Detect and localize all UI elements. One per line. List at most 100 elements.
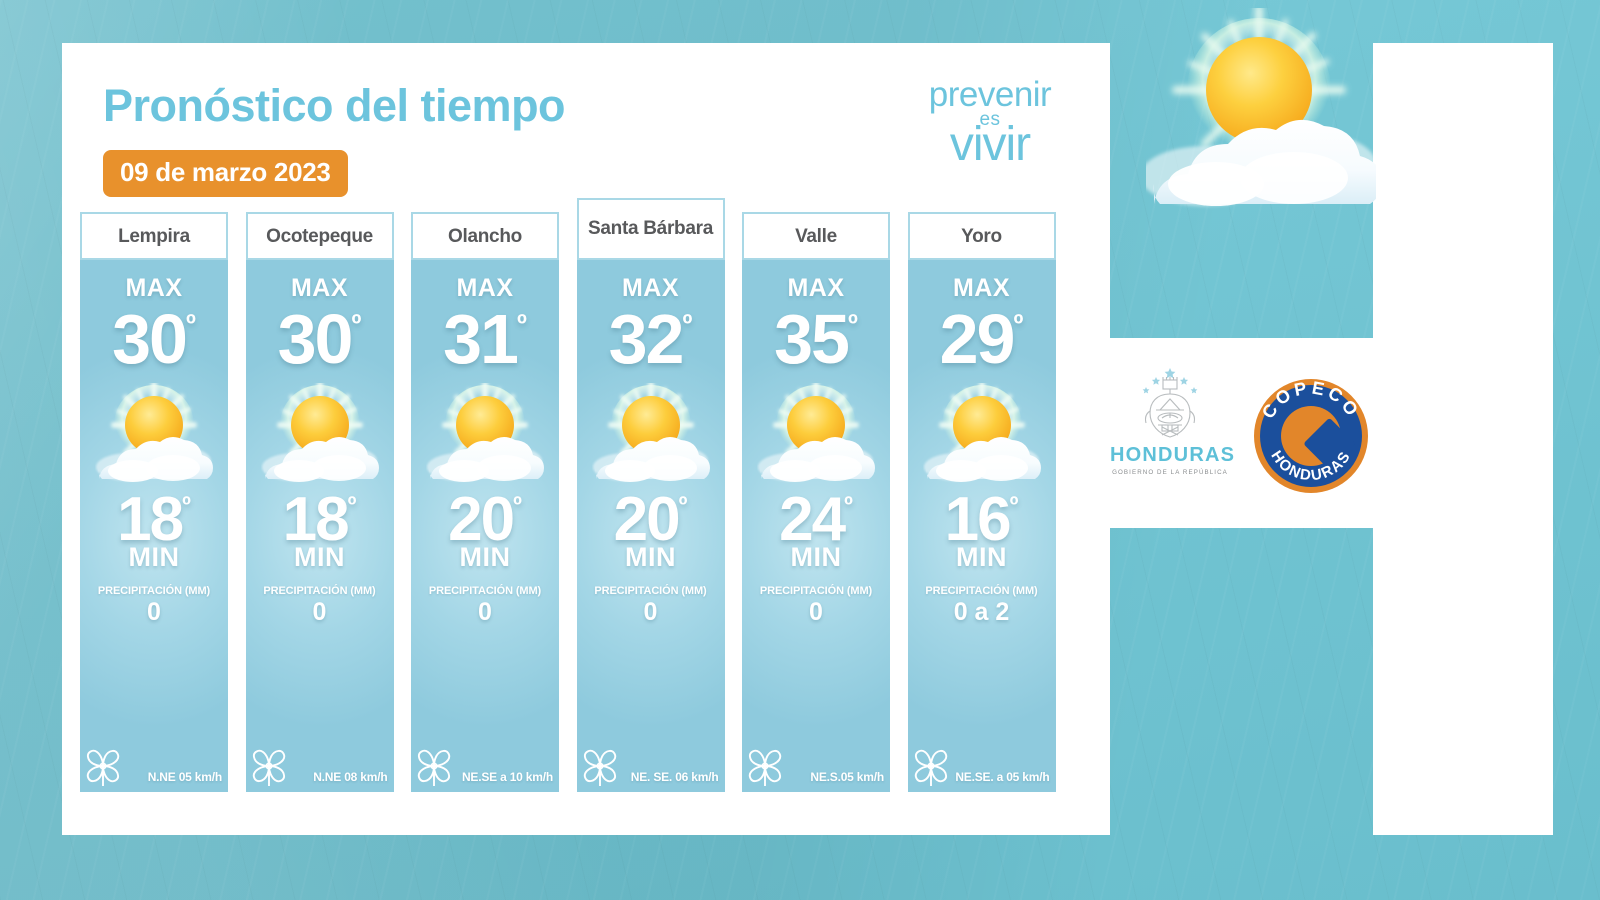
min-label: MIN: [790, 541, 842, 572]
city-name: Santa Bárbara: [588, 217, 713, 239]
min-temperature-row: 20 º: [613, 484, 688, 554]
max-label: MAX: [787, 274, 845, 302]
max-label: MAX: [290, 274, 349, 302]
max-label: MAX: [125, 274, 183, 302]
min-temperature-block: 18 º MIN: [117, 487, 191, 573]
min-temperature-value: 24: [779, 484, 846, 554]
pinwheel-wind-icon: [252, 749, 285, 786]
pinwheel-wind-icon: [417, 749, 451, 786]
max-temperature-row: 30 º: [278, 304, 362, 374]
precipitation-value: 0: [312, 597, 327, 626]
wind-value: NE.SE. a 05 km/h: [955, 770, 1050, 784]
precipitation-value: 0 a 2: [953, 597, 1010, 626]
precipitation-value: 0: [643, 597, 658, 626]
page-title: Pronóstico del tiempo: [103, 80, 566, 131]
degree-symbol: º: [186, 309, 196, 339]
precipitation-label: PRECIPITACIÓN (MM): [97, 584, 211, 597]
precipitation-label: PRECIPITACIÓN (MM): [925, 584, 1038, 597]
min-temperature-row: 16 º: [944, 484, 1019, 554]
min-label: MIN: [955, 541, 1007, 572]
degree-symbol: º: [682, 309, 693, 339]
max-temperature-value: 32: [608, 300, 685, 378]
sun-behind-cloud-icon: [758, 382, 875, 482]
max-temperature-value: 29: [939, 300, 1016, 378]
degree-symbol: º: [1013, 309, 1024, 339]
max-temperature-row: 35 º: [774, 304, 858, 374]
precipitation-label: PRECIPITACIÓN (MM): [759, 584, 873, 597]
min-temperature-block: 20 º MIN: [448, 487, 522, 573]
city-name: Olancho: [448, 225, 522, 247]
wind-value: NE.SE a 10 km/h: [461, 770, 553, 784]
forecast-card: Lempira MAX 30 º: [80, 212, 228, 792]
wind-value: N.NE 08 km/h: [313, 770, 388, 784]
min-temperature-block: 18 º MIN: [283, 487, 357, 573]
degree-symbol: º: [848, 309, 858, 339]
precipitation-label: PRECIPITACIÓN (MM): [428, 584, 542, 597]
min-temperature-block: 24 º MIN: [779, 487, 853, 573]
card-body: MAX 31 º: [411, 260, 559, 792]
right-bottom-white-panel: [1373, 528, 1553, 835]
forecast-card: Olancho MAX 31 º: [411, 212, 559, 792]
sun-behind-cloud-icon: [96, 382, 213, 482]
city-header: Valle: [742, 212, 890, 260]
wind-row: NE.SE a 10 km/h: [411, 749, 559, 786]
city-header: Lempira: [80, 212, 228, 260]
min-temperature-value: 18: [117, 484, 184, 554]
degree-symbol: º: [347, 491, 357, 519]
max-temperature-row: 29 º: [939, 300, 1024, 378]
brand-line-es: es: [979, 108, 1001, 130]
card-body: MAX 29 º: [907, 260, 1056, 792]
max-temperature-value: 31: [443, 300, 519, 378]
min-label: MIN: [624, 541, 676, 572]
city-header: Ocotepeque: [245, 212, 394, 260]
max-temperature-row: 31 º: [443, 300, 527, 378]
city-header: Santa Bárbara: [576, 198, 725, 260]
min-temperature-value: 20: [613, 484, 681, 554]
honduras-government-logo: HONDURAS GOBIERNO DE LA REPÚBLICA: [1110, 365, 1236, 476]
precipitation-value: 0: [478, 597, 492, 626]
honduras-logo-subtitle: GOBIERNO DE LA REPÚBLICA: [1112, 469, 1228, 476]
forecast-card: Ocotepeque MAX 30 º: [245, 212, 394, 792]
pinwheel-wind-icon: [914, 749, 947, 786]
degree-symbol: º: [844, 491, 853, 519]
min-temperature-row: 20 º: [448, 484, 522, 554]
wind-row: N.NE 05 km/h: [80, 749, 228, 786]
honduras-coat-of-arms-icon: [1142, 368, 1198, 438]
sun-behind-cloud-icon: [427, 382, 544, 482]
min-label: MIN: [459, 541, 511, 572]
degree-symbol: º: [182, 491, 191, 519]
forecast-card: Yoro MAX 29 º: [907, 212, 1056, 792]
degree-symbol: º: [1009, 491, 1019, 519]
pinwheel-wind-icon: [748, 749, 782, 786]
date-badge: 09 de marzo 2023: [103, 150, 348, 197]
min-temperature-value: 18: [282, 484, 350, 554]
precipitation-value: 0: [147, 597, 161, 626]
brand-line-vivir: vivir: [949, 118, 1031, 172]
city-name: Valle: [795, 225, 837, 247]
right-top-white-panel: [1373, 43, 1553, 338]
card-body: MAX 32 º: [576, 260, 725, 792]
wind-value: NE. SE. 06 km/h: [630, 770, 719, 784]
forecast-card-list: Lempira MAX 30 º: [80, 198, 1080, 792]
honduras-logo-text: HONDURAS: [1110, 444, 1236, 466]
min-temperature-value: 20: [448, 484, 515, 554]
sun-behind-cloud-icon: [592, 382, 710, 482]
brand-line-prevenir: prevenir: [928, 75, 1052, 114]
pinwheel-wind-icon: [86, 749, 120, 786]
wind-value: NE.S.05 km/h: [810, 770, 884, 784]
wind-row: NE.S.05 km/h: [742, 749, 890, 786]
degree-symbol: º: [517, 309, 527, 339]
copeco-honduras-logo: COPECO HONDURAS: [1254, 378, 1368, 493]
city-header: Olancho: [411, 212, 559, 260]
card-body: MAX 35 º: [742, 260, 890, 792]
min-temperature-row: 24 º: [779, 484, 853, 554]
precipitation-value: 0: [809, 597, 823, 626]
forecast-card: Santa Bárbara MAX 32 º: [576, 198, 725, 792]
min-temperature-row: 18 º: [282, 484, 357, 554]
max-temperature-value: 30: [112, 300, 188, 378]
min-temperature-value: 16: [944, 484, 1012, 554]
degree-symbol: º: [351, 309, 362, 339]
precipitation-label: PRECIPITACIÓN (MM): [263, 584, 376, 597]
city-name: Yoro: [961, 225, 1002, 247]
wind-value: N.NE 05 km/h: [147, 770, 222, 784]
